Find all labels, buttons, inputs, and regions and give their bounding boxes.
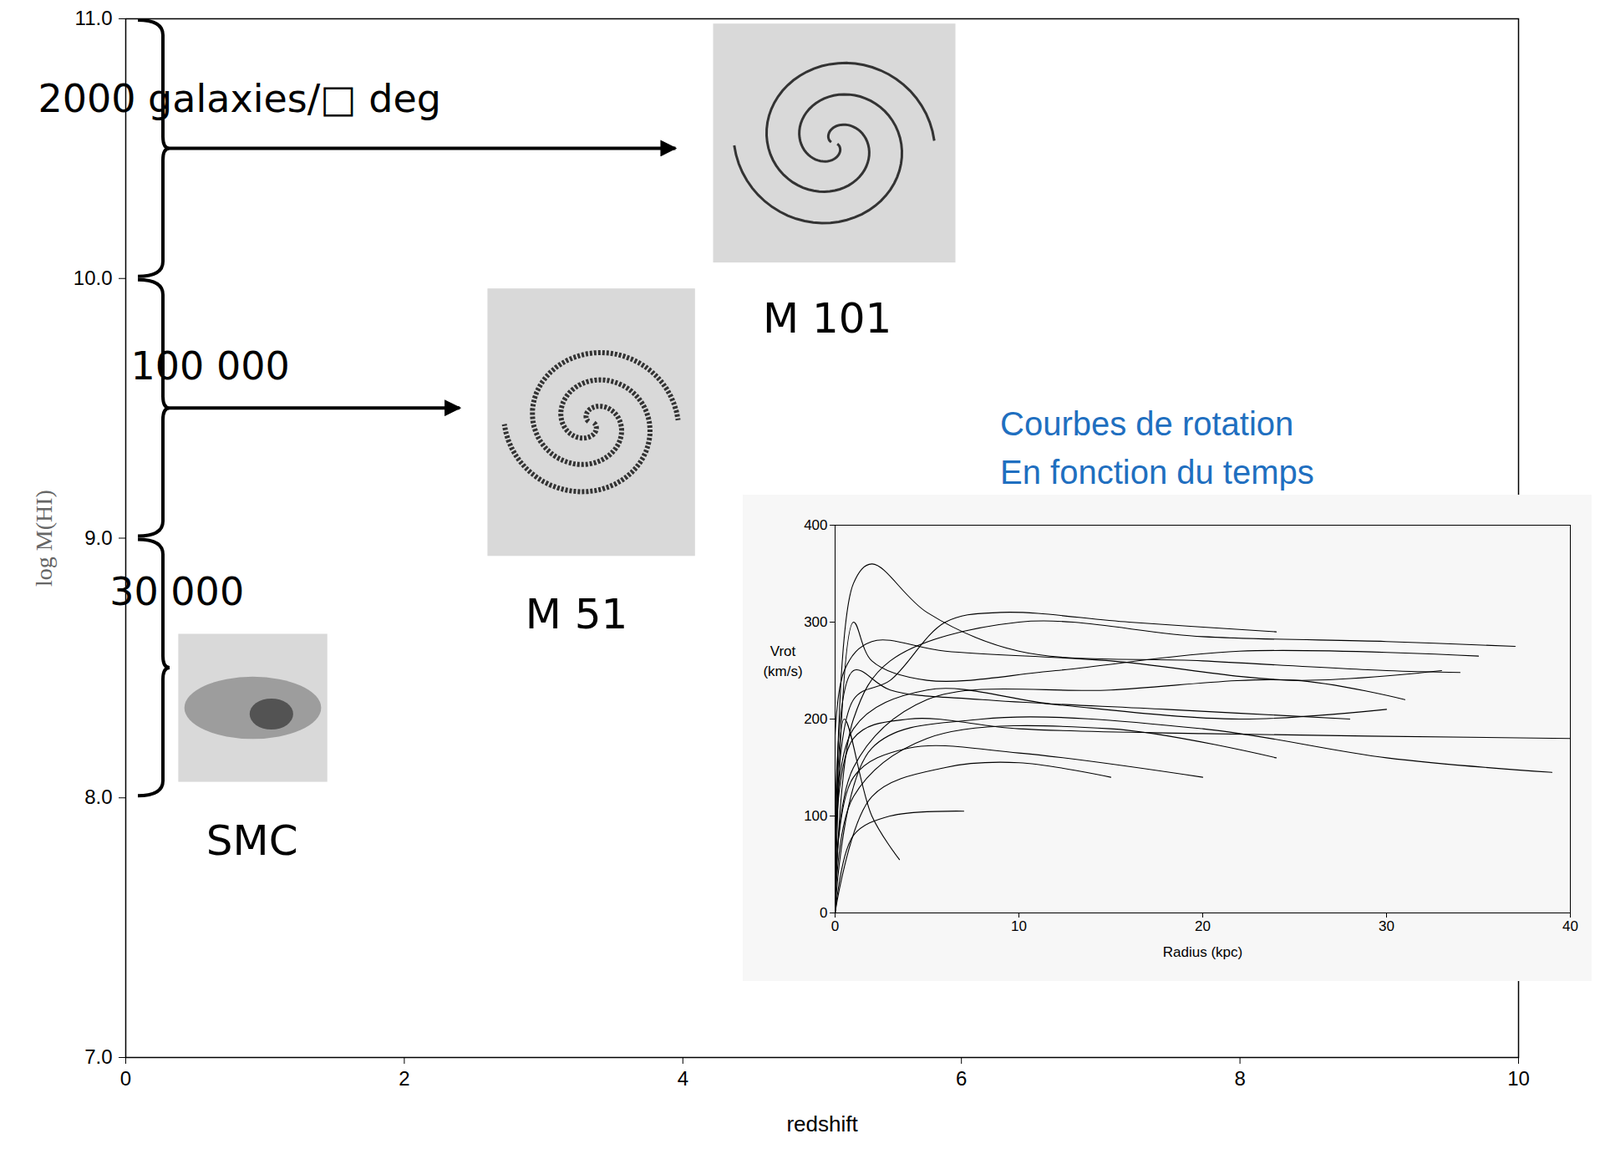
svg-text:20: 20	[1194, 918, 1211, 935]
svg-text:Vrot: Vrot	[770, 643, 797, 660]
svg-text:4: 4	[677, 1066, 689, 1090]
svg-text:0: 0	[819, 904, 828, 921]
svg-text:log M(HI): log M(HI)	[30, 489, 57, 587]
svg-text:10: 10	[1507, 1066, 1530, 1090]
svg-text:200: 200	[803, 711, 828, 727]
svg-text:100 000: 100 000	[131, 343, 290, 389]
svg-text:100: 100	[803, 807, 828, 824]
svg-text:(km/s): (km/s)	[762, 663, 803, 680]
svg-text:redshift: redshift	[786, 1111, 859, 1137]
svg-text:7.0: 7.0	[84, 1045, 112, 1068]
svg-text:40: 40	[1562, 918, 1579, 935]
svg-text:M 51: M 51	[525, 589, 629, 639]
svg-text:400: 400	[803, 517, 828, 534]
svg-text:8: 8	[1234, 1066, 1245, 1090]
html-text:En fonction du temps: En fonction du temps	[1000, 453, 1315, 491]
html-text:Courbes de rotation: Courbes de rotation	[1000, 405, 1294, 442]
svg-text:10: 10	[1010, 918, 1027, 935]
svg-text:6: 6	[955, 1066, 967, 1090]
svg-text:30 000: 30 000	[109, 568, 244, 615]
svg-text:8.0: 8.0	[84, 785, 112, 808]
svg-text:2000 galaxies/□ deg: 2000 galaxies/□ deg	[37, 76, 442, 122]
svg-text:0: 0	[120, 1066, 132, 1090]
svg-text:0: 0	[831, 918, 839, 935]
svg-text:9.0: 9.0	[84, 526, 112, 549]
svg-text:SMC: SMC	[206, 816, 299, 865]
svg-text:10.0: 10.0	[73, 266, 113, 290]
svg-text:2: 2	[398, 1066, 410, 1090]
svg-text:30: 30	[1378, 918, 1395, 935]
svg-text:11.0: 11.0	[75, 6, 113, 30]
svg-text:300: 300	[803, 614, 828, 630]
svg-text:Radius (kpc): Radius (kpc)	[1163, 944, 1243, 960]
svg-text:M 101: M 101	[762, 294, 892, 343]
